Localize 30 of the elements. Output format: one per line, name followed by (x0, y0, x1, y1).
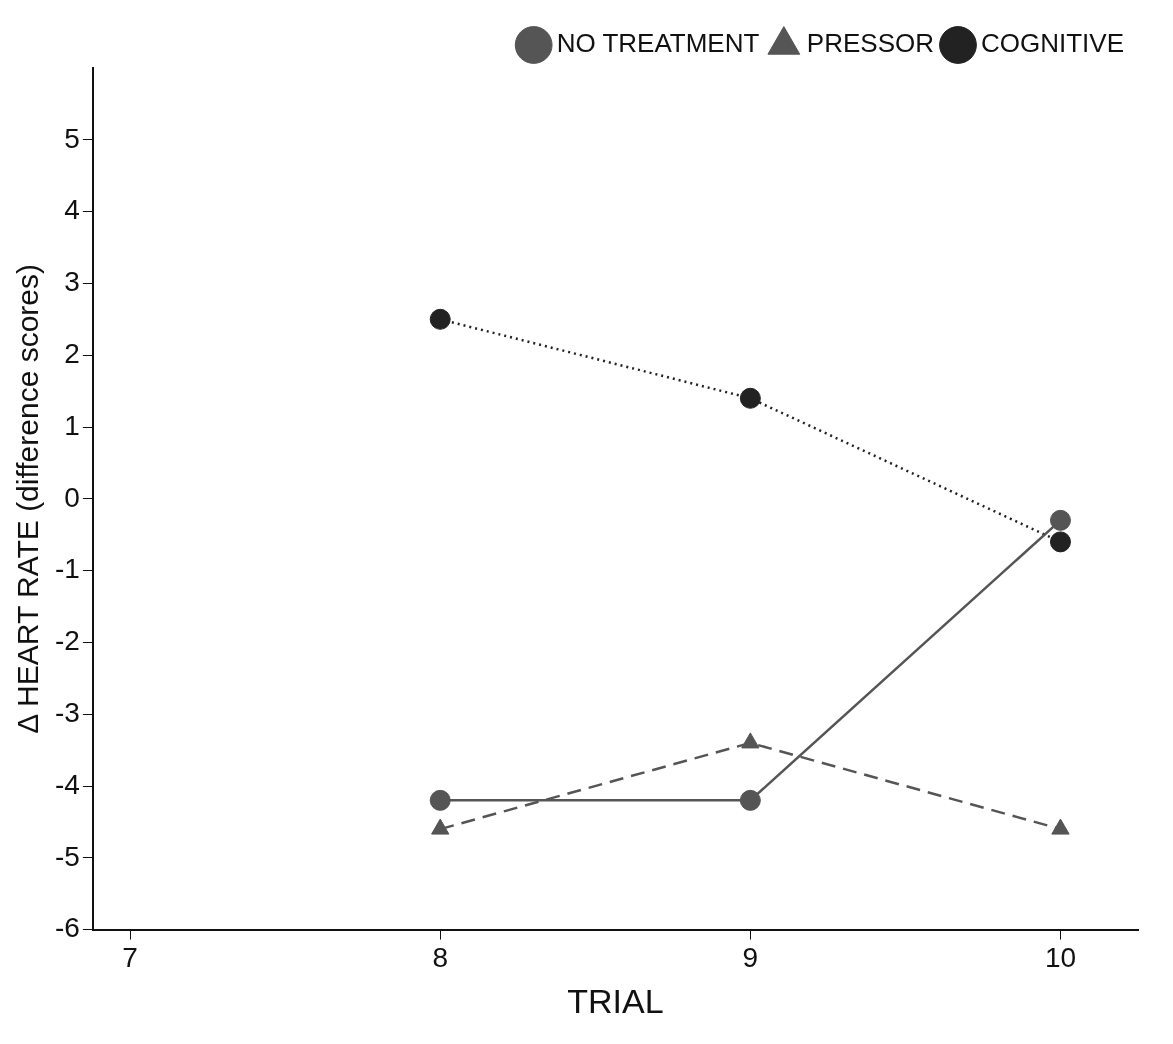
x-tick-label: 7 (122, 942, 138, 974)
point (429, 789, 451, 811)
y-tick-label: 3 (64, 266, 80, 298)
x-tick-label: 10 (1044, 942, 1077, 974)
legend-label: COGNITIVE (980, 28, 1124, 59)
legend-label: NO TREATMENT (556, 28, 760, 59)
point (739, 387, 761, 409)
y-axis-title: Δ HEART RATE (difference scores) (11, 263, 45, 734)
x-axis-title: TRIAL (567, 981, 664, 1020)
y-tick-label: -6 (54, 912, 80, 944)
y-tick-label: -5 (54, 840, 80, 872)
y-tick-label: -1 (54, 553, 80, 585)
y-tick-label: -2 (54, 625, 80, 657)
point (741, 732, 760, 749)
legend-label: PRESSOR (806, 28, 934, 59)
y-tick-label: -3 (54, 696, 80, 728)
point (429, 308, 451, 330)
y-tick-label: 4 (64, 194, 80, 226)
point (1051, 818, 1070, 835)
x-tick-label: 8 (432, 942, 449, 974)
y-tick-label: 1 (64, 409, 80, 441)
y-tick-label: 0 (64, 481, 80, 513)
y-tick-label: -4 (54, 768, 80, 800)
x-tick-label: 9 (742, 942, 759, 974)
point (431, 818, 450, 835)
point (1049, 531, 1071, 553)
y-tick-label: 2 (64, 337, 80, 369)
y-tick-label: 5 (64, 122, 80, 154)
point (739, 789, 761, 811)
point (1049, 509, 1071, 531)
